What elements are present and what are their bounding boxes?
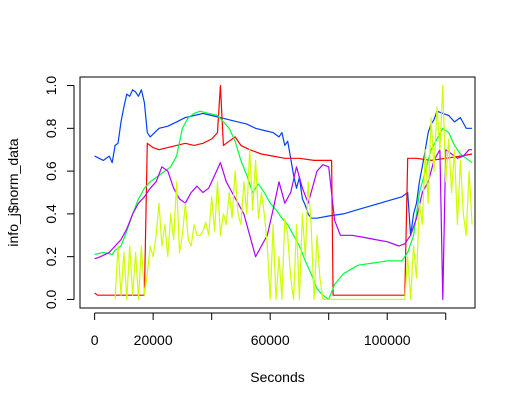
x-axis: 0 20000 60000 100000 — [91, 312, 447, 348]
y-tick-label: 1.0 — [43, 76, 59, 96]
series-layer — [94, 84, 473, 300]
x-tick-label: 0 — [91, 332, 99, 348]
y-tick-label: 0.0 — [43, 290, 59, 310]
series-line-4 — [94, 149, 473, 300]
x-tick-label: 60000 — [251, 332, 290, 348]
y-tick-label: 0.8 — [43, 118, 59, 138]
plot-frame — [79, 76, 476, 309]
x-tick-label: 20000 — [134, 332, 173, 348]
y-axis: 0.0 0.2 0.4 0.6 0.8 1.0 — [43, 76, 75, 310]
series-line-1 — [94, 89, 473, 236]
series-line-5 — [114, 84, 473, 300]
y-tick-label: 0.6 — [43, 161, 59, 181]
x-axis-label: Seconds — [250, 369, 304, 385]
y-tick-label: 0.2 — [43, 247, 59, 267]
series-line-3 — [94, 110, 473, 300]
series-line-2 — [94, 84, 473, 296]
y-axis-label: info_j$norm_data — [5, 138, 21, 246]
y-tick-label: 0.4 — [43, 204, 59, 224]
x-tick-label: 100000 — [364, 332, 411, 348]
